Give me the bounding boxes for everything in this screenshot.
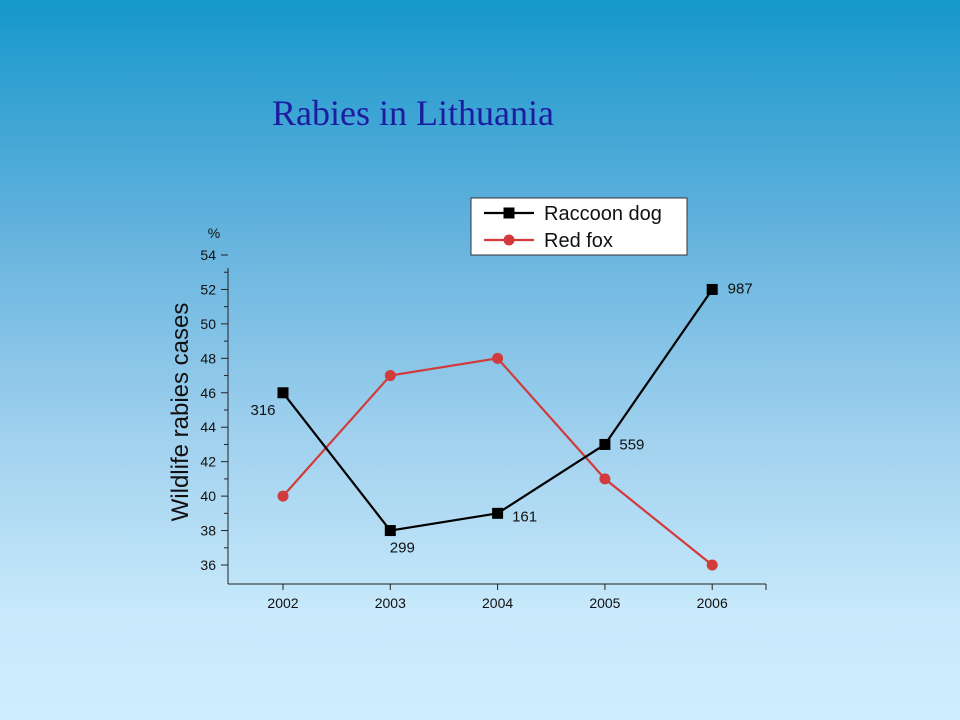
legend-label: Raccoon dog bbox=[544, 203, 662, 225]
y-axis-label: Wildlife rabies cases bbox=[167, 303, 194, 522]
series-line-raccoon-dog bbox=[282, 288, 714, 532]
data-point-square bbox=[492, 507, 504, 519]
y-tick-label: 38 bbox=[200, 523, 216, 539]
data-label: 161 bbox=[512, 508, 537, 525]
legend-marker-square bbox=[503, 207, 515, 219]
y-tick-label: 54 bbox=[200, 247, 216, 263]
y-tick-label: 48 bbox=[200, 350, 216, 366]
data-point-square bbox=[599, 438, 611, 450]
y-tick-label: 52 bbox=[200, 281, 216, 297]
y-tick-label: 36 bbox=[200, 557, 216, 573]
y-axis-unit: % bbox=[208, 225, 220, 241]
y-tick-label: 50 bbox=[200, 316, 216, 332]
legend-label: Red fox bbox=[544, 230, 613, 252]
axis-ticks: 36 38 40 42 44 46 48 50 52 54 2002 2003 2004 2005 2006 bbox=[200, 247, 767, 611]
y-tick-label: 40 bbox=[200, 488, 216, 504]
x-tick-label: 2005 bbox=[589, 595, 620, 611]
y-tick-label: 44 bbox=[200, 419, 216, 435]
legend-marker-circle bbox=[503, 234, 515, 246]
series-layer bbox=[277, 283, 718, 571]
series-line-red-fox bbox=[282, 357, 713, 566]
data-point-circle bbox=[277, 490, 289, 502]
x-tick-label: 2006 bbox=[697, 595, 728, 611]
data-label: 987 bbox=[728, 280, 753, 297]
data-label: 559 bbox=[619, 436, 644, 453]
data-point-circle bbox=[706, 559, 718, 571]
data-point-circle bbox=[599, 473, 611, 485]
data-label: 299 bbox=[390, 540, 415, 557]
x-tick-label: 2002 bbox=[267, 595, 298, 611]
y-tick-label: 42 bbox=[200, 454, 216, 470]
data-point-circle bbox=[384, 370, 396, 382]
data-label: 316 bbox=[250, 402, 275, 419]
data-labels: 316 299 161 559 987 bbox=[250, 280, 752, 556]
x-tick-label: 2003 bbox=[375, 595, 406, 611]
data-point-square bbox=[277, 387, 289, 399]
axes bbox=[227, 268, 766, 585]
legend: Raccoon dog Red fox bbox=[470, 197, 688, 256]
data-point-square bbox=[384, 525, 396, 537]
y-tick-label: 46 bbox=[200, 385, 216, 401]
data-point-circle bbox=[492, 352, 504, 364]
x-tick-label: 2004 bbox=[482, 595, 513, 611]
data-point-square bbox=[706, 283, 718, 295]
slide-title: Rabies in Lithuania bbox=[272, 93, 554, 133]
